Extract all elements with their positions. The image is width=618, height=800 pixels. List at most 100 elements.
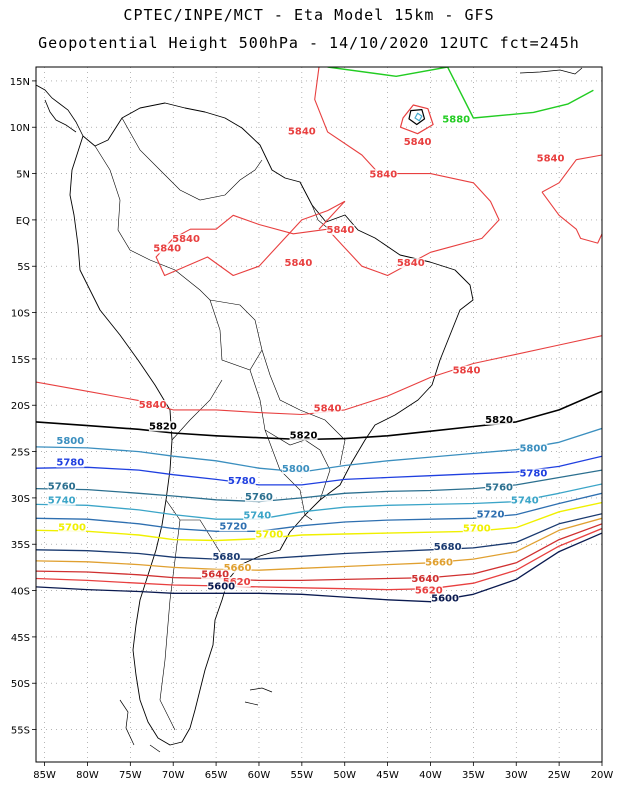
contour-5660 <box>36 517 602 571</box>
y-tick-label: 10N <box>10 123 30 134</box>
contour-label-bg <box>138 400 167 411</box>
x-tick-label: 85W <box>33 770 56 781</box>
contour-label: 5600 <box>207 582 235 593</box>
central-america-caribbean-coast <box>36 84 84 137</box>
contour-label: 5780 <box>519 469 547 480</box>
y-tick-label: 50S <box>11 679 30 690</box>
contour-label-bg <box>462 523 491 534</box>
contour-5780 <box>36 455 602 486</box>
contour-label: 5840 <box>153 243 181 254</box>
contour-label-bg <box>510 495 539 506</box>
contour-label: 5660 <box>425 558 453 569</box>
contour-label-bg <box>172 234 201 245</box>
contour-label: 5840 <box>369 169 397 180</box>
contour-label: 5840 <box>314 404 342 415</box>
contour-label-bg <box>58 522 87 533</box>
contour-label-bg <box>255 529 284 540</box>
contour-label: 5760 <box>485 482 513 493</box>
contour-label-bg <box>222 577 251 588</box>
contour-label-bg <box>313 403 342 414</box>
contour-5800 <box>36 427 602 473</box>
south-america-coastline <box>69 102 474 746</box>
contour-label-bg <box>47 495 76 506</box>
y-tick-label: 25S <box>11 448 30 459</box>
contour-label-bg <box>519 468 548 479</box>
contour-label: 5620 <box>415 585 443 596</box>
contour-5680 <box>36 513 602 560</box>
contour-label-bg <box>284 258 313 269</box>
x-tick-label: 35W <box>462 770 485 781</box>
y-tick-label: 15N <box>10 77 30 88</box>
contour-5840 <box>399 104 434 135</box>
contour-label: 5840 <box>139 400 167 411</box>
contour-5840 <box>36 335 602 416</box>
x-tick-label: 65W <box>205 770 228 781</box>
contour-label: 5720 <box>477 509 505 520</box>
contour-label: 5700 <box>58 522 86 533</box>
contour-label: 5840 <box>453 366 481 377</box>
contour-label-bg <box>47 481 76 492</box>
contour-label: 5840 <box>288 127 316 138</box>
contour-label: 5840 <box>284 258 312 269</box>
height-contours <box>36 67 602 603</box>
x-tick-label: 70W <box>162 770 185 781</box>
contour-label-bg <box>56 457 85 468</box>
contour-label-bg <box>153 243 182 254</box>
contour-label: 5800 <box>56 436 84 447</box>
contour-label: 5740 <box>48 495 76 506</box>
y-tick-label: 5N <box>16 170 30 181</box>
contour-label-bg <box>148 421 177 432</box>
contour-label: 5800 <box>519 444 547 455</box>
contour-label-bg <box>201 569 230 580</box>
contour-5840 <box>541 154 602 193</box>
contour-label: 5780 <box>56 457 84 468</box>
contour-label: 5820 <box>485 415 513 426</box>
y-tick-label: 30S <box>11 494 30 505</box>
contour-label-bg <box>411 574 440 585</box>
y-tick-label: EQ <box>16 216 30 227</box>
contour-label: 5720 <box>219 521 247 532</box>
contour-5720 <box>36 492 602 532</box>
contour-5860 <box>414 112 423 122</box>
contour-label-bg <box>287 126 316 137</box>
contour-label-bg <box>431 593 460 604</box>
contour-label: 5700 <box>463 523 491 534</box>
contour-label-bg <box>244 491 273 502</box>
country-borders <box>94 117 346 731</box>
contour-label-bg <box>219 521 248 532</box>
contour-label: 5620 <box>223 577 251 588</box>
x-tick-label: 60W <box>248 770 271 781</box>
contour-label: 5840 <box>397 258 425 269</box>
contour-label: 5660 <box>224 563 252 574</box>
axis-ticks: 85W 80W 75W 70W 65W 60W 55W 50W 45W 40W 35W 30W 25W 2… <box>10 77 614 781</box>
contour-label: 5840 <box>327 225 355 236</box>
contour-5820 <box>36 390 602 441</box>
contour-label: 5740 <box>243 510 271 521</box>
contour-label-bg <box>207 581 236 592</box>
contour-label-bg <box>369 169 398 180</box>
x-tick-label: 75W <box>119 770 142 781</box>
contour-label: 5840 <box>537 154 565 165</box>
x-tick-label: 20W <box>591 770 614 781</box>
contour-label-bg <box>281 463 310 474</box>
y-tick-label: 40S <box>11 587 30 598</box>
contour-5700 <box>36 501 602 542</box>
contour-label-bg <box>519 443 548 454</box>
x-tick-label: 40W <box>419 770 442 781</box>
coastlines-and-borders <box>36 67 583 753</box>
contour-5840 <box>155 67 500 277</box>
contour-label: 5820 <box>149 421 177 432</box>
contour-label: 5680 <box>212 552 240 563</box>
map-subtitle: Geopotential Height 500hPa - 14/10/2020 … <box>38 34 580 52</box>
contour-label: 5640 <box>201 570 229 581</box>
contour-5740 <box>36 483 602 520</box>
contour-label-bg <box>452 365 481 376</box>
y-tick-label: 45S <box>11 633 30 644</box>
contour-label-bg <box>403 136 432 147</box>
contour-label-bg <box>227 476 256 486</box>
contour-5640 <box>36 523 602 582</box>
y-tick-label: 35S <box>11 540 30 551</box>
x-tick-label: 55W <box>291 770 314 781</box>
